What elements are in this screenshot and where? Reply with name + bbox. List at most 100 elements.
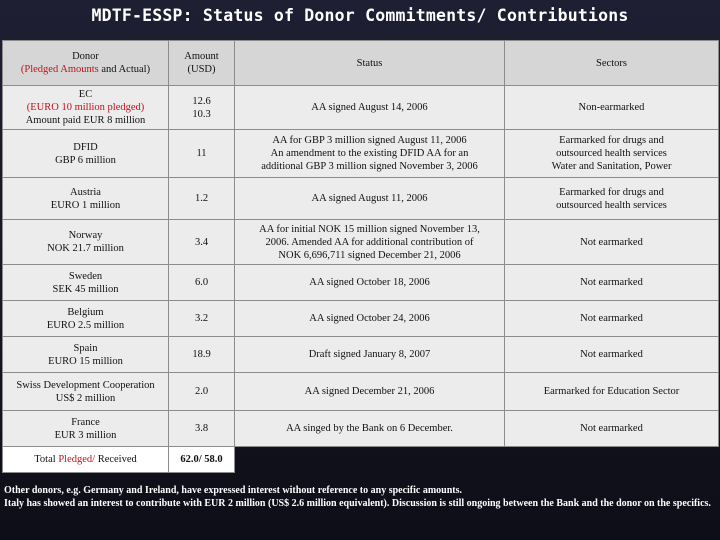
amount-cell: 3.2 <box>168 300 235 337</box>
donor-cell-line: GBP 6 million <box>55 154 116 166</box>
donor-table: Donor (Pledged Amounts and Actual) Amoun… <box>2 40 719 473</box>
donor-cell-line: NOK 21.7 million <box>47 243 124 254</box>
donor-cell-line: US$ 2 million <box>55 392 116 404</box>
total-suffix: Received <box>95 454 137 465</box>
donor-cell-line: Sweden <box>68 270 103 282</box>
status-cell-line: AA singed by the Bank on 6 December. <box>286 423 453 434</box>
donor-cell: France EUR 3 million <box>2 410 169 447</box>
table-row: Austria EURO 1 million 1.2 AA signed August… <box>2 177 719 220</box>
amount-header: Amount (USD) <box>168 40 235 86</box>
status-cell: AA signed October 18, 2006 <box>234 264 505 301</box>
header-row: Donor (Pledged Amounts and Actual) Amoun… <box>2 40 719 86</box>
amount-cell-line: 3.8 <box>194 423 209 434</box>
status-cell-line: NOK 6,696,711 signed December 21, 2006 <box>278 249 461 261</box>
note-line-2: Italy has showed an interest to contribu… <box>4 498 711 509</box>
donor-cell: Swiss Development Cooperation US$ 2 milli… <box>2 372 169 411</box>
status-cell: AA signed August 11, 2006 <box>234 177 505 220</box>
donor-cell-line: France <box>71 416 100 428</box>
donor-cell-line: SEK 45 million <box>52 283 119 295</box>
total-prefix: Total <box>34 454 59 465</box>
total-received-amount: 58.0 <box>201 454 223 465</box>
donor-cell-line: (EURO 10 million pledged) <box>26 102 145 113</box>
donor-cell-line: Austria <box>70 186 101 198</box>
empty-cell <box>235 447 505 473</box>
donor-cell: Sweden SEK 45 million <box>2 264 169 301</box>
status-cell: AA signed December 21, 2006 <box>234 372 505 411</box>
sectors-cell-line: Water and Sanitation, Power <box>551 161 672 172</box>
donor-header-pledged: (Pledged Amounts <box>20 64 99 75</box>
table-row: DFID GBP 6 million 11 AA for GBP 3 million … <box>2 129 719 178</box>
status-cell: AA for GBP 3 million signed August 11, 2… <box>234 129 505 178</box>
status-cell-line: AA signed October 24, 2006 <box>309 313 430 324</box>
sectors-cell-line: Not earmarked <box>580 236 643 248</box>
table-row: Spain EURO 15 million 18.9 Draft signed Jan… <box>2 336 719 373</box>
amount-cell-line: 10.3 <box>192 108 211 120</box>
amount-cell: 3.4 <box>168 219 235 265</box>
status-cell: AA signed August 14, 2006 <box>234 85 505 130</box>
amount-header-line1: Amount <box>184 51 219 62</box>
amount-cell: 3.8 <box>168 410 235 447</box>
donor-cell-line: Belgium <box>67 306 104 318</box>
amount-header-line2: (USD) <box>187 64 216 75</box>
donor-cell-line: Amount paid EUR 8 million <box>25 115 146 126</box>
sectors-cell-line: Earmarked for drugs and <box>559 186 664 198</box>
amount-cell: 6.0 <box>168 264 235 301</box>
total-label: Total Pledged/ Received <box>2 446 169 473</box>
amount-cell: 1.2 <box>168 177 235 220</box>
total-pledged-label: Pledged/ <box>58 454 96 465</box>
amount-cell-line: 12.6 <box>192 95 211 107</box>
notes: Other donors, e.g. Germany and Ireland, … <box>4 484 716 510</box>
donor-cell-line: DFID <box>73 141 98 153</box>
status-cell-line: AA signed December 21, 2006 <box>304 386 435 397</box>
amount-cell: 12.6 10.3 <box>168 85 235 130</box>
sectors-cell: Not earmarked <box>504 264 719 301</box>
table-row: Sweden SEK 45 million 6.0 AA signed October… <box>2 264 719 301</box>
donor-header-line2: (Pledged Amounts and Actual) <box>6 63 165 76</box>
sectors-cell-line: outsourced health services <box>556 148 667 159</box>
status-cell: AA for initial NOK 15 million signed Nov… <box>234 219 505 265</box>
donor-header-line1: Donor <box>72 51 99 62</box>
sectors-cell: Not earmarked <box>504 410 719 447</box>
status-cell-line: An amendment to the existing DFID AA for… <box>270 148 469 159</box>
sectors-cell: Non-earmarked <box>504 85 719 130</box>
table-row: Belgium EURO 2.5 million 3.2 AA signed Octo… <box>2 300 719 337</box>
status-cell-line: AA for GBP 3 million signed August 11, 2… <box>272 135 467 146</box>
donor-cell-line: EURO 15 million <box>48 355 123 367</box>
donor-cell: Belgium EURO 2.5 million <box>2 300 169 337</box>
amount-cell-line: 3.4 <box>194 236 209 248</box>
amount-cell-line: 3.2 <box>194 313 209 324</box>
sectors-cell-line: Not earmarked <box>580 277 643 288</box>
donor-cell: DFID GBP 6 million <box>2 129 169 178</box>
sectors-cell: Not earmarked <box>504 300 719 337</box>
table-row: Norway NOK 21.7 million 3.4 AA for initial … <box>2 219 719 265</box>
amount-cell-line: 18.9 <box>192 349 211 360</box>
total-row: Total Pledged/ Received 62.0/ 58.0 <box>2 446 719 473</box>
sectors-cell-line: outsourced health services <box>556 199 667 211</box>
status-cell-line: AA signed August 14, 2006 <box>311 102 428 113</box>
donor-cell-line: EURO 1 million <box>50 199 121 211</box>
table-row: France EUR 3 million 3.8 AA singed by the B… <box>2 410 719 447</box>
status-cell: Draft signed January 8, 2007 <box>234 336 505 373</box>
sectors-cell-line: Not earmarked <box>580 313 643 324</box>
sectors-cell-line: Not earmarked <box>580 349 643 360</box>
donor-cell-line: Spain <box>73 342 98 354</box>
sectors-header: Sectors <box>504 40 719 86</box>
status-cell-line: AA signed October 18, 2006 <box>309 277 430 288</box>
donor-header-actual: and Actual) <box>98 64 151 75</box>
donor-cell: Spain EURO 15 million <box>2 336 169 373</box>
table-row: Swiss Development Cooperation US$ 2 milli… <box>2 372 719 411</box>
status-cell: AA singed by the Bank on 6 December. <box>234 410 505 447</box>
donor-cell-line: Norway <box>68 230 103 241</box>
donor-cell-line: EUR 3 million <box>54 429 117 441</box>
sectors-cell: Earmarked for Education Sector <box>504 372 719 411</box>
donor-cell: EC (EURO 10 million pledged) Amount paid E… <box>2 85 169 130</box>
sectors-cell-line: Not earmarked <box>580 423 643 434</box>
amount-cell-line: 6.0 <box>194 277 209 288</box>
total-amount: 62.0/ 58.0 <box>168 446 235 473</box>
sectors-cell: Not earmarked <box>504 336 719 373</box>
donor-cell: Austria EURO 1 million <box>2 177 169 220</box>
sectors-cell-line: Earmarked for drugs and <box>559 135 664 146</box>
page-title: MDTF-ESSP: Status of Donor Commitments/ … <box>91 6 629 25</box>
donor-cell: Norway NOK 21.7 million <box>2 219 169 265</box>
